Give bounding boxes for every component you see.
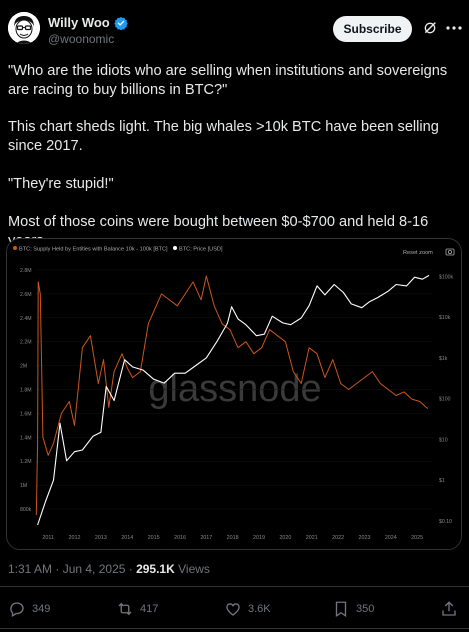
bookmark-icon: [335, 601, 347, 618]
x-tick-label: 2021: [306, 535, 318, 541]
divider: [0, 628, 469, 629]
reply-icon: [10, 602, 24, 617]
y-right-tick-label: $100: [439, 397, 451, 403]
y-left-tick-label: 2.2M: [20, 340, 32, 346]
repost-button[interactable]: 417: [116, 600, 158, 618]
x-tick-label: 2023: [358, 535, 370, 541]
reset-zoom-button[interactable]: Reset zoom: [403, 250, 433, 256]
supply-series-line: [35, 275, 429, 516]
chart-legend: BTC: Supply Held by Entities with Balanc…: [13, 246, 455, 256]
tweet-paragraph-3: "They're stupid!": [8, 176, 114, 192]
y-right-tick-label: $0.10: [439, 519, 452, 525]
x-tick-label: 2014: [121, 535, 133, 541]
legend-supply-swatch: [13, 246, 17, 250]
share-button[interactable]: [440, 600, 458, 618]
tweet-meta: 1:31 AM · Jun 4, 2025 · 295.1K Views: [8, 562, 210, 576]
y-left-tick-label: 800k: [20, 507, 32, 513]
reply-button[interactable]: 349: [8, 600, 50, 618]
views-count: 295.1K: [136, 562, 175, 576]
more-icon[interactable]: [446, 26, 462, 30]
repost-icon: [118, 602, 132, 616]
y-left-tick-label: 2M: [20, 364, 27, 370]
x-tick-label: 2025: [411, 535, 423, 541]
y-left-tick-label: 1.4M: [20, 435, 32, 441]
like-count: 3.6K: [248, 603, 271, 615]
price-series-line: [37, 274, 430, 526]
y-right-tick-label: $1: [439, 478, 445, 484]
tweet-paragraph-1: "Who are the idiots who are selling when…: [8, 63, 448, 98]
author-name[interactable]: Willy Woo: [48, 15, 110, 30]
glassnode-watermark: glassnode: [148, 368, 321, 410]
verified-badge-icon: [113, 16, 128, 30]
x-tick-label: 2020: [279, 535, 291, 541]
author-avatar[interactable]: [8, 12, 40, 44]
share-icon: [442, 601, 456, 616]
tweet-header: Willy Woo @woonomic Subscribe: [0, 0, 469, 60]
x-tick-label: 2017: [200, 535, 212, 541]
x-tick-label: 2016: [174, 535, 186, 541]
legend-supply-label: BTC: Supply Held by Entities with Balanc…: [19, 247, 168, 253]
legend-price-swatch: [173, 246, 177, 250]
x-tick-label: 2012: [69, 535, 81, 541]
x-tick-label: 2011: [42, 535, 54, 541]
y-right-tick-label: $1k: [439, 356, 448, 362]
reply-count: 349: [32, 603, 51, 615]
camera-icon[interactable]: [445, 248, 455, 256]
author-name-row: Willy Woo: [48, 15, 128, 30]
x-tick-label: 2022: [332, 535, 344, 541]
legend-price-label: BTC: Price [USD]: [179, 247, 223, 253]
like-button[interactable]: 3.6K: [224, 600, 271, 618]
x-tick-label: 2013: [95, 535, 107, 541]
x-tick-label: 2019: [253, 535, 265, 541]
y-left-tick-label: 1.2M: [20, 459, 32, 465]
divider: [0, 586, 469, 587]
y-left-tick-label: 1.8M: [20, 388, 32, 394]
tweet-timestamp[interactable]: 1:31 AM · Jun 4, 2025 ·: [8, 562, 137, 576]
author-handle[interactable]: @woonomic: [48, 32, 115, 46]
tweet-paragraph-2: This chart sheds light. The big whales >…: [8, 119, 439, 154]
y-right-tick-label: $100k: [439, 274, 454, 280]
grok-icon[interactable]: [422, 20, 438, 36]
views-label: Views: [174, 562, 210, 576]
y-right-tick-label: $10: [439, 437, 448, 443]
y-left-tick-label: 1M: [20, 483, 27, 489]
bookmark-count: 350: [356, 603, 375, 615]
y-left-tick-label: 1.6M: [20, 411, 32, 417]
y-right-tick-label: $10k: [439, 315, 451, 321]
y-left-tick-label: 2.6M: [20, 292, 32, 298]
chart-image[interactable]: BTC: Supply Held by Entities with Balanc…: [6, 238, 462, 550]
y-left-tick-label: 2.4M: [20, 316, 32, 322]
y-left-tick-label: 2.8M: [20, 268, 32, 274]
x-tick-label: 2015: [148, 535, 160, 541]
x-tick-label: 2024: [385, 535, 397, 541]
tweet-actions: 349 417 3.6K 350: [0, 592, 469, 626]
heart-icon: [226, 603, 240, 616]
bookmark-button[interactable]: 350: [332, 600, 374, 618]
subscribe-button[interactable]: Subscribe: [333, 16, 412, 42]
repost-count: 417: [140, 603, 159, 615]
glassnode-chart: BTC: Supply Held by Entities with Balanc…: [13, 246, 455, 541]
x-tick-label: 2018: [227, 535, 239, 541]
